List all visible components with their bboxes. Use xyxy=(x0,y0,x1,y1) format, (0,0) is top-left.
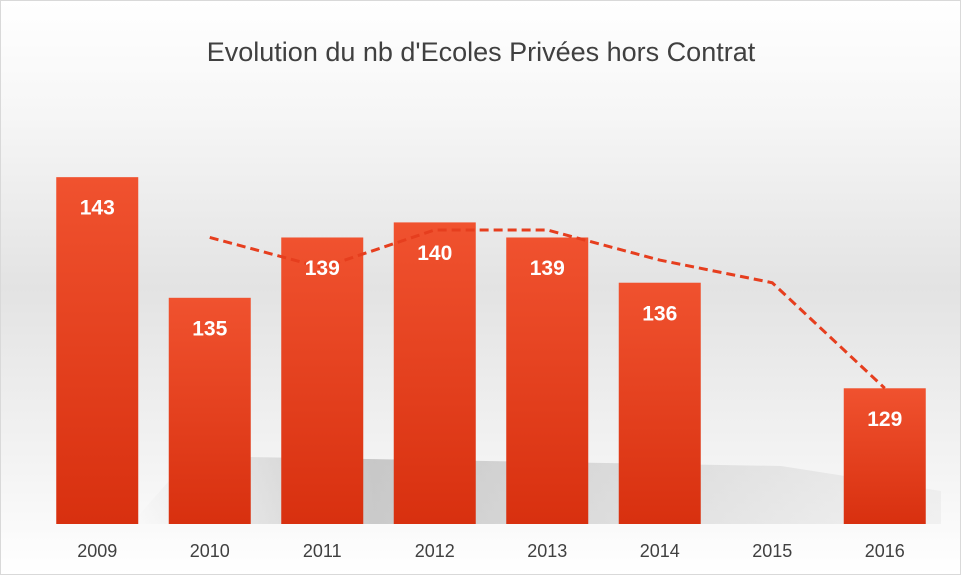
bar xyxy=(618,282,701,524)
data-label: 136 xyxy=(642,302,677,325)
trendline xyxy=(209,228,886,390)
x-tick-label: 2015 xyxy=(752,541,792,561)
data-label: 139 xyxy=(530,257,565,280)
data-label: 129 xyxy=(867,408,902,431)
x-tick-label: 2014 xyxy=(640,541,680,561)
x-tick-label: 2012 xyxy=(415,541,455,561)
bar xyxy=(281,237,364,525)
bar xyxy=(506,237,589,525)
data-label: 140 xyxy=(417,242,452,265)
x-tick-label: 2011 xyxy=(303,541,342,561)
x-tick-label: 2010 xyxy=(190,541,230,561)
data-label: 143 xyxy=(80,197,115,220)
bar xyxy=(393,222,476,524)
x-tick-label: 2016 xyxy=(865,541,905,561)
data-label: 139 xyxy=(305,257,340,280)
bar xyxy=(843,388,926,524)
bar xyxy=(56,177,139,524)
chart-title: Evolution du nb d'Ecoles Privées hors Co… xyxy=(206,37,756,67)
data-label: 135 xyxy=(192,317,227,340)
x-tick-label: 2013 xyxy=(527,541,567,561)
x-tick-label: 2009 xyxy=(77,541,117,561)
bar xyxy=(168,297,251,524)
